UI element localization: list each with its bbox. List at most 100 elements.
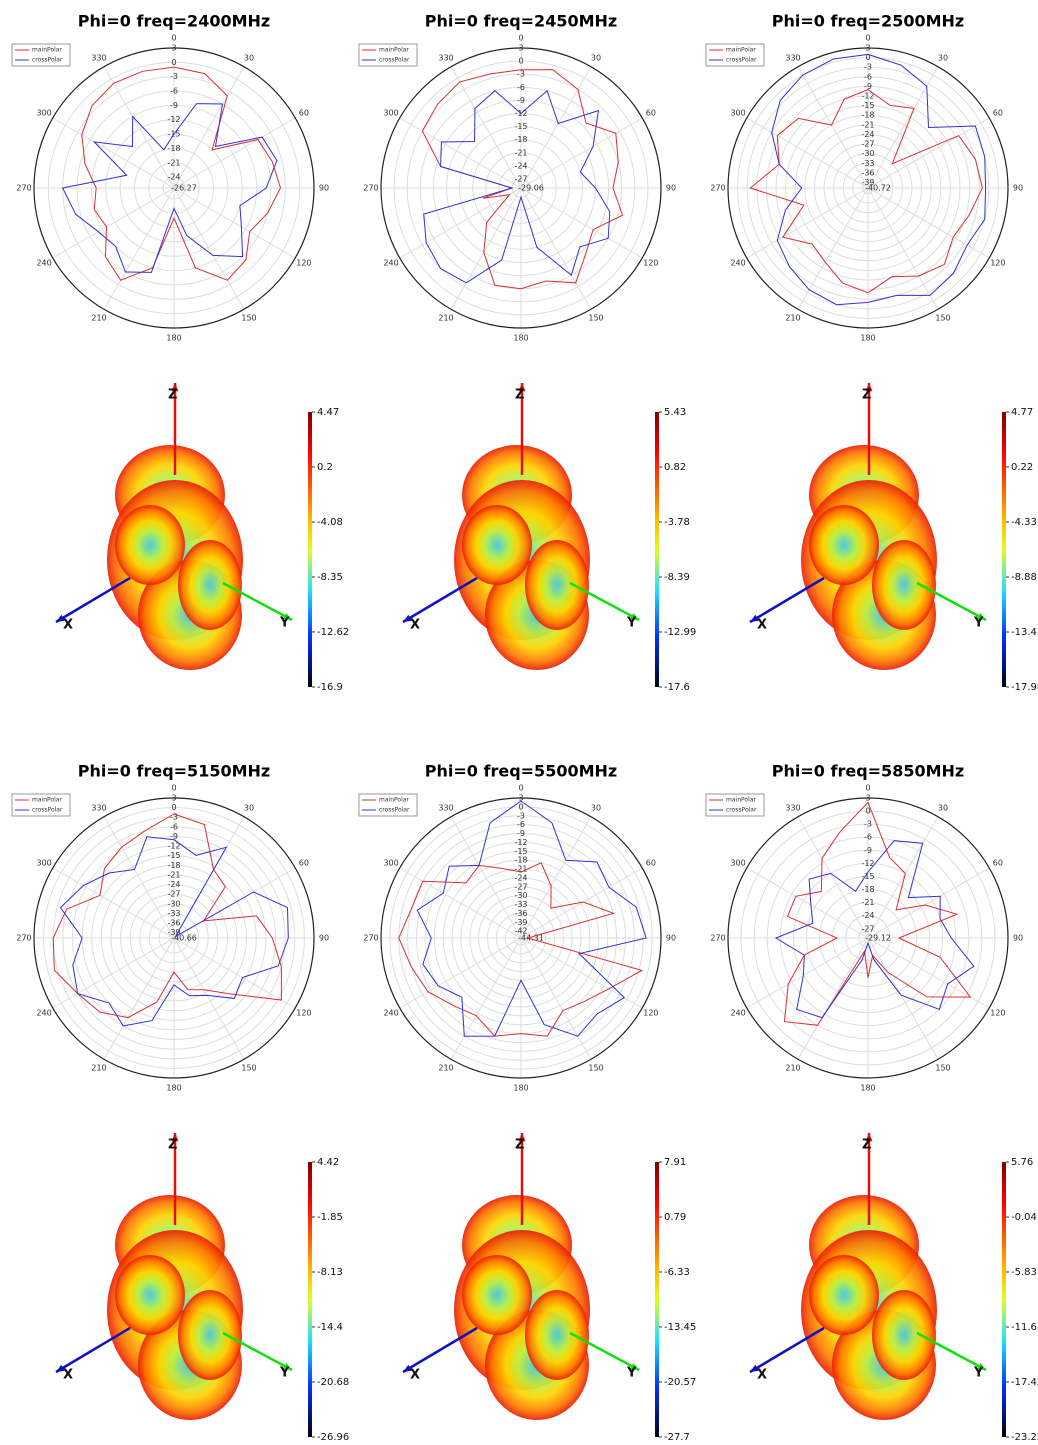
- radial-tick-label: 0: [171, 803, 176, 812]
- grid-spoke: [399, 187, 522, 259]
- radiation-pattern: [178, 540, 242, 630]
- z-axis-label: Z: [515, 388, 524, 403]
- angle-tick-label: 30: [244, 54, 254, 63]
- radiation-pattern: [809, 505, 879, 585]
- colorbar-tick-label: 0.2: [317, 462, 333, 473]
- polar-line: [783, 801, 972, 1026]
- center-label: -40.66: [171, 934, 197, 943]
- radial-tick-label: 3: [518, 44, 523, 53]
- angle-tick-label: 0: [518, 784, 523, 793]
- radial-tick-label: -6: [864, 833, 872, 842]
- angle-tick-label: 240: [730, 1009, 745, 1018]
- radial-tick-label: -12: [167, 115, 180, 124]
- legend-label: crossPolar: [726, 57, 757, 64]
- angle-tick-label: 330: [91, 804, 106, 813]
- colorbar-tick-label: -8.13: [317, 1267, 343, 1278]
- grid-spoke: [746, 867, 869, 939]
- grid-spoke: [103, 66, 175, 189]
- x-axis-head: [750, 1364, 759, 1372]
- radial-tick-label: -6: [864, 72, 872, 81]
- grid-spoke: [520, 187, 592, 310]
- radial-tick-label: -27: [167, 890, 180, 899]
- angle-tick-label: 30: [938, 804, 948, 813]
- angle-tick-label: 90: [666, 184, 676, 193]
- grid-spoke: [867, 117, 990, 189]
- radiation-pattern: [115, 1255, 185, 1335]
- grid-spoke: [520, 867, 643, 939]
- x-axis-head: [403, 614, 412, 622]
- colorbar-tick-label: -8.35: [317, 572, 343, 583]
- angle-tick-label: 150: [588, 313, 603, 322]
- colorbar-tick-label: 5.43: [664, 407, 686, 418]
- angle-tick-label: 90: [1013, 934, 1023, 943]
- grid-spoke: [797, 816, 869, 939]
- legend-label: crossPolar: [32, 807, 63, 814]
- radiation-pattern: [178, 1290, 242, 1380]
- radiation-pattern: [525, 540, 589, 630]
- radial-tick-label: -6: [170, 822, 178, 831]
- angle-tick-label: 150: [588, 1063, 603, 1072]
- radial-tick-label: -30: [861, 149, 874, 158]
- angle-tick-label: 90: [666, 934, 676, 943]
- radial-tick-label: -12: [167, 842, 180, 851]
- angle-tick-label: 180: [166, 1084, 181, 1093]
- center-label: -29.12: [865, 934, 891, 943]
- radial-tick-label: -39: [514, 918, 527, 927]
- z-axis-label: Z: [168, 388, 177, 403]
- y-axis: [569, 1331, 640, 1372]
- angle-tick-label: 150: [935, 1063, 950, 1072]
- angle-tick-label: 150: [241, 1063, 256, 1072]
- radial-tick-label: -24: [514, 873, 527, 882]
- x-axis-label: X: [757, 1368, 767, 1383]
- y-axis-head: [283, 1362, 292, 1370]
- radial-tick-label: -15: [514, 847, 527, 856]
- grid-spoke: [173, 187, 245, 310]
- polar-line: [749, 89, 983, 294]
- radial-tick-label: -3: [170, 813, 178, 822]
- grid-spoke: [867, 187, 939, 310]
- y-axis-head: [977, 612, 986, 620]
- angle-tick-label: 330: [785, 54, 800, 63]
- y-axis-label: Y: [626, 616, 637, 631]
- polar-line: [398, 862, 644, 1037]
- outer-ring: [727, 797, 1009, 1079]
- outer-ring: [33, 47, 315, 329]
- angle-tick-label: 270: [710, 184, 725, 193]
- angle-tick-label: 30: [938, 54, 948, 63]
- y-axis-label: Y: [626, 1366, 637, 1381]
- radial-tick-label: -15: [861, 101, 874, 110]
- center-label: -40.72: [865, 184, 891, 193]
- colorbar-tick-label: -12.62: [317, 627, 349, 638]
- radial-tick-label: -3: [864, 63, 872, 72]
- radial-tick-label: -6: [517, 820, 525, 829]
- radial-tick-label: 3: [865, 44, 870, 53]
- angle-tick-label: 0: [518, 34, 523, 43]
- angle-tick-label: 210: [785, 1063, 800, 1072]
- radial-tick-label: -27: [514, 175, 527, 184]
- angle-tick-label: 210: [91, 313, 106, 322]
- radial-tick-label: -12: [861, 92, 874, 101]
- angle-tick-label: 270: [363, 184, 378, 193]
- angle-tick-label: 0: [865, 34, 870, 43]
- colorbar-tick-label: -1.85: [317, 1212, 343, 1223]
- polar-line: [423, 89, 611, 284]
- radial-tick-label: -9: [170, 832, 178, 841]
- polar-line: [774, 840, 975, 1019]
- radiation-pattern: [872, 540, 936, 630]
- grid-spoke: [103, 937, 175, 1060]
- x-axis: [55, 1326, 131, 1374]
- angle-tick-label: 0: [865, 784, 870, 793]
- z-axis-head: [865, 383, 873, 392]
- grid-spoke: [450, 187, 522, 310]
- legend-label: crossPolar: [379, 807, 410, 814]
- grid-spoke: [520, 66, 592, 189]
- x-axis: [749, 576, 825, 624]
- colorbar-tick-label: -17.98: [1011, 682, 1038, 693]
- y-axis-head: [630, 1362, 639, 1370]
- radial-tick-label: -39: [167, 928, 180, 937]
- colorbar-tick-label: -17.6: [664, 682, 690, 693]
- angle-tick-label: 240: [36, 1009, 51, 1018]
- grid-spoke: [103, 816, 175, 939]
- legend-label: mainPolar: [32, 47, 62, 54]
